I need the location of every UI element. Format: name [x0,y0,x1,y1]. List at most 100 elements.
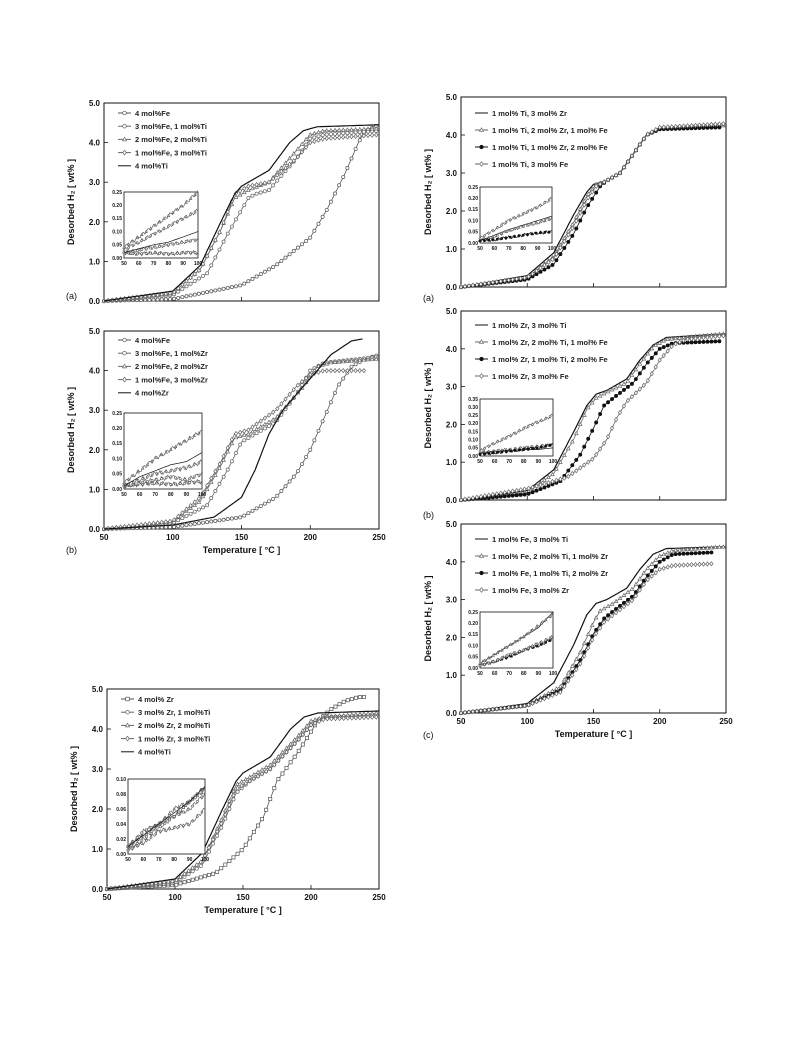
data-point [291,158,296,164]
data-point [316,137,321,143]
inset-data-point [144,838,149,843]
data-point [602,403,607,408]
legend-marker [125,735,130,742]
data-point [586,195,591,201]
data-point [594,630,599,637]
data-point [366,714,371,721]
inset-data-point [126,477,131,481]
series-4 [458,561,714,716]
data-point [233,194,239,199]
data-point [578,452,583,457]
data-point [709,561,714,567]
legend-label: 1 mol%Fe, 3 mol%Zr [135,375,208,384]
data-point [677,339,682,345]
data-point [192,502,198,507]
data-point [626,597,630,602]
data-point [349,697,354,701]
inset-data-point [482,238,486,242]
data-point [258,424,264,429]
inset-data-point [539,445,543,449]
data-point [361,367,366,374]
data-point [582,444,587,449]
series-4 [458,333,727,503]
data-point [721,333,726,339]
data-point [349,715,354,721]
inset-series-line [127,786,206,847]
data-point [713,544,718,550]
data-point [198,859,203,865]
data-point [361,133,366,139]
data-point [222,807,228,813]
data-point [353,126,358,132]
data-point [518,487,523,493]
inset-series-2 [478,612,554,666]
data-point [188,502,193,509]
data-point [581,412,587,417]
inset-data-point [150,479,154,482]
data-point [598,181,603,187]
data-point [721,121,726,127]
data-point [522,703,527,709]
legend-marker [122,124,127,129]
inset-data-point [184,251,188,255]
inset-data-point [517,213,521,218]
data-point [207,873,211,877]
data-point [510,704,515,710]
data-point [180,295,185,300]
data-point [308,139,313,146]
data-point [657,346,662,351]
inset-y-tick-label: 0.20 [112,426,122,432]
x-axis-label: Temperature [ °C ] [204,905,281,915]
inset-data-point [140,248,144,252]
data-point [233,434,239,440]
data-point [693,335,698,342]
data-point [247,836,252,841]
inset-data-point [200,790,204,794]
data-point [275,493,280,498]
data-point [182,880,187,885]
data-point [219,821,224,827]
data-point [279,489,284,493]
data-point [196,276,201,281]
y-tick-label: 5.0 [89,99,101,108]
inset-data-point [154,455,159,459]
inset-y-tick-label: 0.15 [468,429,478,435]
data-point [243,842,248,847]
data-point [601,606,607,611]
inset-data-point [517,448,521,452]
inset-data-point [181,810,185,814]
chart-panel-6: 0.0 1.0 2.0 3.0 4.0 5.0 50 100 150 200 250 Desorbed… [423,520,733,740]
inset-data-point [526,233,529,236]
data-point [542,262,547,268]
data-point [705,334,710,340]
inset-data-point [168,826,172,831]
data-point [215,869,220,874]
inset-data-point [509,433,513,438]
data-point [237,192,243,197]
data-point [300,462,304,467]
inset-data-point [122,248,126,253]
data-point [709,550,714,555]
inset-data-point [547,217,551,221]
data-point [299,141,305,146]
data-point [357,126,363,132]
data-point [272,762,277,768]
inset-data-point [495,650,500,654]
data-point [337,382,342,387]
data-point [693,561,698,568]
inset-data-point [126,242,131,246]
data-point [283,484,288,489]
legend-marker [125,710,130,715]
inset-data-point [140,466,145,470]
data-point [566,678,571,684]
data-point [337,183,342,188]
legend-label: 1 mol% Ti, 3 mol% Fe [492,160,568,169]
data-point [349,358,354,363]
data-point [570,463,575,468]
series-line [106,710,379,890]
data-point [522,275,527,281]
data-point [625,397,630,404]
inset-data-point [535,624,539,628]
data-point [474,282,479,288]
data-point [159,519,164,526]
